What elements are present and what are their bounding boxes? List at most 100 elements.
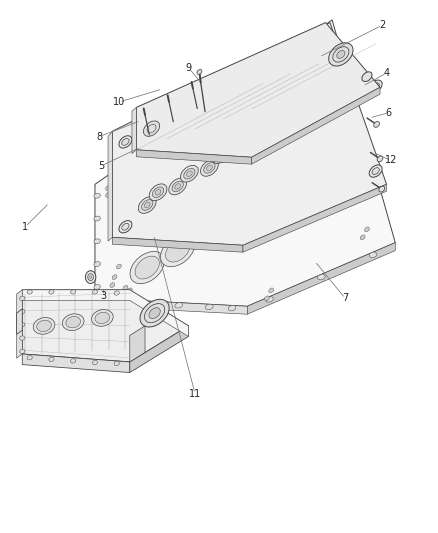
Ellipse shape [88, 273, 93, 280]
Ellipse shape [94, 239, 100, 244]
Ellipse shape [205, 304, 213, 310]
Ellipse shape [172, 181, 184, 192]
Text: 2: 2 [379, 20, 385, 30]
Ellipse shape [27, 356, 32, 360]
Text: 10: 10 [113, 97, 125, 107]
Ellipse shape [94, 216, 100, 221]
Ellipse shape [166, 239, 190, 262]
Text: 3: 3 [101, 290, 107, 301]
Ellipse shape [364, 227, 369, 232]
Text: 12: 12 [385, 156, 397, 165]
Ellipse shape [231, 202, 255, 225]
Polygon shape [130, 326, 188, 373]
Text: 11: 11 [189, 389, 201, 399]
Ellipse shape [119, 221, 132, 233]
Polygon shape [17, 309, 22, 334]
Ellipse shape [226, 197, 260, 230]
Ellipse shape [269, 129, 275, 134]
Ellipse shape [312, 98, 318, 104]
Ellipse shape [137, 301, 145, 306]
Ellipse shape [328, 43, 353, 66]
Ellipse shape [263, 124, 281, 140]
Polygon shape [136, 22, 380, 157]
Ellipse shape [135, 256, 159, 279]
Ellipse shape [369, 252, 377, 257]
Polygon shape [22, 290, 188, 362]
Ellipse shape [281, 116, 286, 122]
Ellipse shape [275, 111, 292, 127]
Ellipse shape [187, 171, 192, 176]
Ellipse shape [94, 262, 100, 266]
Ellipse shape [94, 193, 100, 198]
Ellipse shape [369, 80, 382, 92]
Ellipse shape [258, 179, 292, 211]
Polygon shape [252, 87, 380, 164]
Ellipse shape [369, 165, 382, 177]
Ellipse shape [238, 147, 244, 152]
Ellipse shape [62, 314, 84, 330]
Ellipse shape [235, 144, 247, 155]
Ellipse shape [374, 122, 379, 127]
Ellipse shape [193, 216, 227, 248]
Ellipse shape [149, 308, 160, 319]
Text: 8: 8 [96, 132, 102, 142]
Ellipse shape [122, 139, 129, 146]
Ellipse shape [27, 290, 32, 294]
Ellipse shape [184, 168, 195, 179]
Ellipse shape [122, 223, 129, 230]
Ellipse shape [228, 305, 236, 311]
Ellipse shape [92, 290, 98, 294]
Ellipse shape [20, 322, 25, 327]
Ellipse shape [333, 47, 349, 62]
Ellipse shape [117, 264, 121, 269]
Ellipse shape [95, 312, 110, 324]
Ellipse shape [114, 361, 119, 366]
Polygon shape [22, 290, 188, 336]
Ellipse shape [20, 349, 25, 353]
Ellipse shape [175, 303, 183, 308]
Ellipse shape [130, 252, 164, 284]
Ellipse shape [201, 159, 218, 176]
Ellipse shape [20, 336, 25, 340]
Ellipse shape [114, 291, 119, 295]
Ellipse shape [218, 152, 223, 158]
Ellipse shape [152, 187, 164, 198]
Ellipse shape [265, 297, 273, 302]
Ellipse shape [106, 192, 110, 197]
Text: 9: 9 [185, 63, 191, 72]
Text: 6: 6 [386, 108, 392, 118]
Polygon shape [132, 108, 136, 154]
Text: 5: 5 [99, 161, 105, 171]
Ellipse shape [140, 300, 169, 327]
Ellipse shape [71, 359, 76, 363]
Polygon shape [22, 354, 130, 373]
Text: 7: 7 [342, 293, 348, 303]
Ellipse shape [163, 132, 169, 138]
Ellipse shape [85, 271, 96, 284]
Polygon shape [95, 20, 395, 306]
Ellipse shape [49, 357, 54, 361]
Ellipse shape [110, 282, 115, 287]
Polygon shape [243, 184, 387, 252]
Ellipse shape [138, 197, 156, 213]
Ellipse shape [145, 304, 165, 322]
Ellipse shape [145, 202, 150, 208]
Ellipse shape [198, 221, 223, 244]
Ellipse shape [215, 150, 226, 160]
Polygon shape [130, 326, 145, 362]
Ellipse shape [249, 134, 255, 140]
Ellipse shape [33, 318, 55, 334]
Polygon shape [108, 131, 113, 241]
Ellipse shape [289, 161, 323, 193]
Polygon shape [95, 298, 247, 314]
Ellipse shape [71, 290, 76, 294]
Ellipse shape [106, 299, 114, 304]
Ellipse shape [337, 51, 345, 58]
Ellipse shape [232, 141, 250, 158]
Ellipse shape [294, 166, 318, 189]
Ellipse shape [243, 129, 261, 146]
Ellipse shape [116, 165, 122, 171]
Ellipse shape [207, 165, 212, 171]
Polygon shape [113, 237, 243, 252]
Ellipse shape [119, 136, 132, 148]
